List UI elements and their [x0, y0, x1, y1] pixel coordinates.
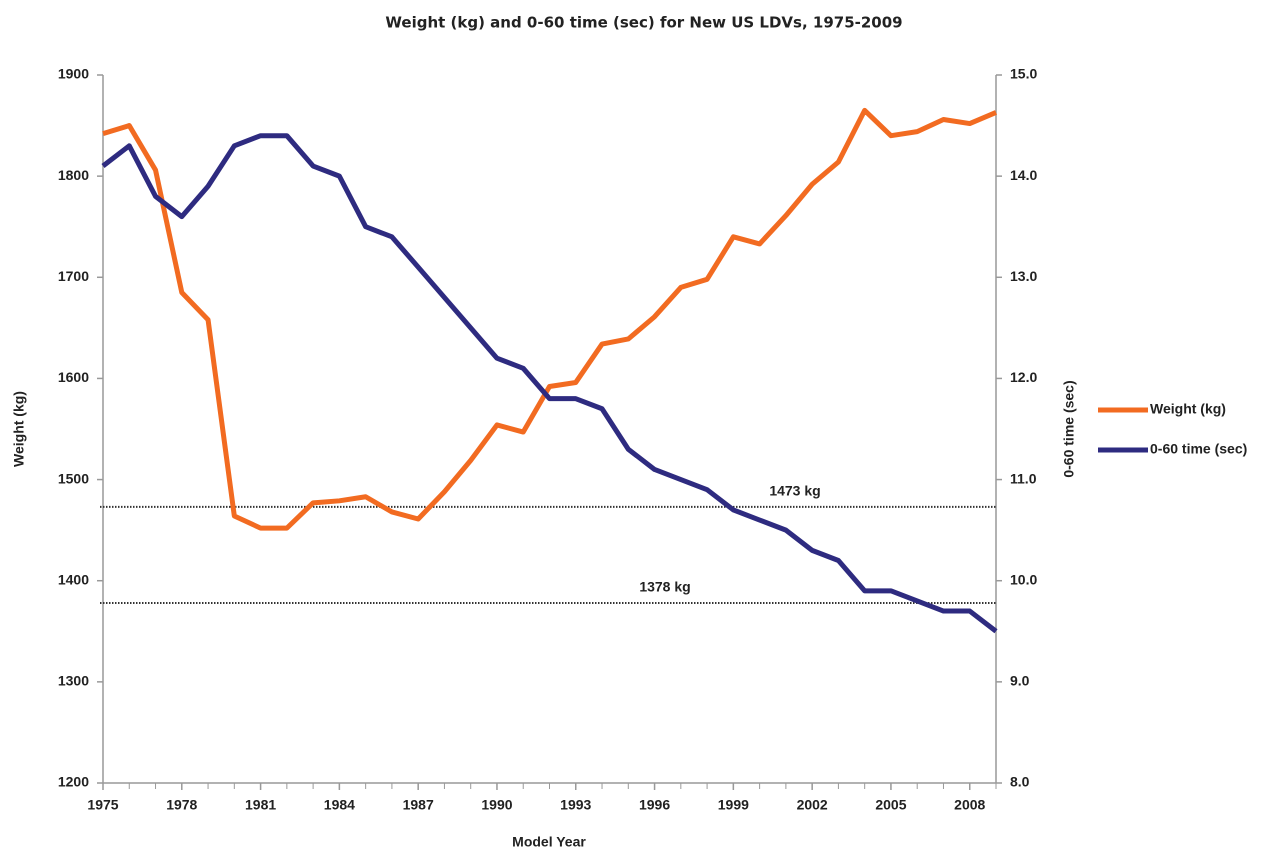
y-tick-label: 1200: [58, 774, 89, 790]
y2-tick-label: 13.0: [1010, 268, 1037, 284]
legend-label: 0-60 time (sec): [1150, 441, 1247, 457]
x-tick-label: 1975: [87, 797, 118, 813]
chart-title: Weight (kg) and 0-60 time (sec) for New …: [385, 14, 902, 32]
x-tick-label: 1999: [718, 797, 749, 813]
y2-tick-label: 8.0: [1010, 774, 1030, 790]
y2-tick-label: 10.0: [1010, 571, 1037, 587]
y2-tick-label: 11.0: [1010, 470, 1037, 486]
x-axis-label: Model Year: [512, 834, 586, 850]
x-tick-label: 1984: [324, 797, 355, 813]
y-tick-label: 1300: [58, 673, 89, 689]
x-tick-label: 1981: [245, 797, 276, 813]
y-tick-label: 1600: [58, 369, 89, 385]
y-tick-label: 1800: [58, 167, 89, 183]
x-tick-label: 1978: [166, 797, 197, 813]
series-line: [101, 133, 998, 634]
x-tick-label: 2002: [797, 797, 828, 813]
y-tick-label: 1700: [58, 268, 89, 284]
x-tick-label: 1990: [481, 797, 512, 813]
y2-tick-label: 15.0: [1010, 66, 1037, 82]
x-tick-label: 1987: [403, 797, 434, 813]
reference-label: 1378 kg: [639, 579, 690, 595]
y2-tick-label: 12.0: [1010, 369, 1037, 385]
y-tick-label: 1900: [58, 66, 89, 82]
reference-label: 1473 kg: [769, 483, 820, 499]
x-tick-label: 1996: [639, 797, 670, 813]
x-tick-label: 2008: [954, 797, 985, 813]
y-axis-label: Weight (kg): [11, 391, 27, 467]
y2-tick-label: 14.0: [1010, 167, 1037, 183]
y-tick-label: 1500: [58, 470, 89, 486]
series-line: [102, 107, 997, 531]
y-tick-label: 1400: [58, 571, 89, 587]
y2-axis-label: 0-60 time (sec): [1061, 380, 1077, 477]
x-tick-label: 2005: [875, 797, 906, 813]
legend-label: Weight (kg): [1150, 401, 1226, 417]
y2-tick-label: 9.0: [1010, 673, 1030, 689]
x-tick-label: 1993: [560, 797, 591, 813]
